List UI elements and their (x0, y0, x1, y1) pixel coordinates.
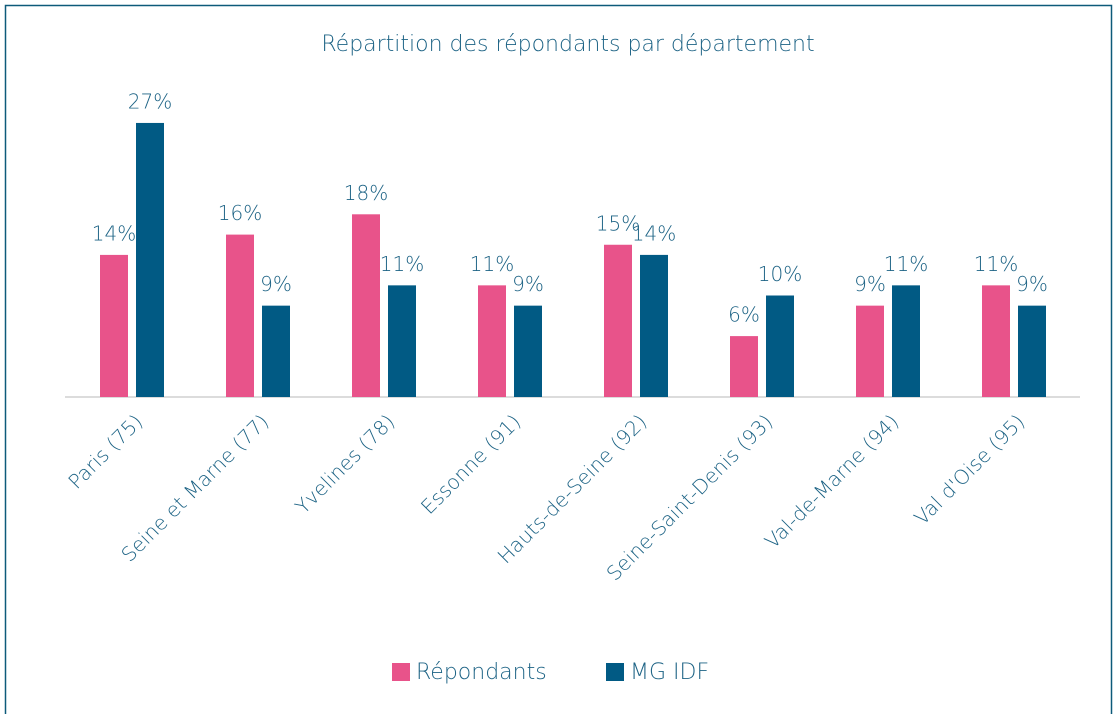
data-label: 18% (344, 181, 388, 205)
data-label: 11% (974, 252, 1018, 276)
bar (262, 305, 290, 397)
bar (1018, 305, 1046, 397)
data-label: 11% (470, 252, 514, 276)
data-label: 11% (380, 252, 424, 276)
bar (892, 285, 920, 397)
data-label: 14% (632, 221, 676, 245)
bar (226, 234, 254, 397)
bar (136, 122, 164, 397)
data-label: 27% (128, 89, 172, 113)
bar (982, 285, 1010, 397)
bar (766, 295, 794, 397)
legend-label: MG IDF (630, 660, 709, 685)
bar (730, 336, 758, 397)
data-label: 9% (512, 272, 544, 296)
chart-title: Répartition des répondants par départeme… (321, 32, 814, 57)
bar (604, 244, 632, 397)
bar (478, 285, 506, 397)
bar (856, 305, 884, 397)
bar (388, 285, 416, 397)
legend-swatch (392, 663, 410, 681)
data-label: 14% (92, 221, 136, 245)
data-label: 9% (260, 272, 292, 296)
data-label: 10% (758, 262, 802, 286)
data-label: 9% (854, 272, 886, 296)
data-label: 6% (728, 303, 760, 327)
data-label: 11% (884, 252, 928, 276)
legend-label: Répondants (416, 660, 547, 685)
frame (4, 4, 1113, 714)
bar (514, 305, 542, 397)
bar (100, 254, 128, 397)
legend-swatch (606, 663, 624, 681)
bar (352, 214, 380, 397)
bar (640, 254, 668, 397)
data-label: 15% (596, 211, 640, 235)
data-label: 9% (1016, 272, 1048, 296)
data-label: 16% (218, 201, 262, 225)
